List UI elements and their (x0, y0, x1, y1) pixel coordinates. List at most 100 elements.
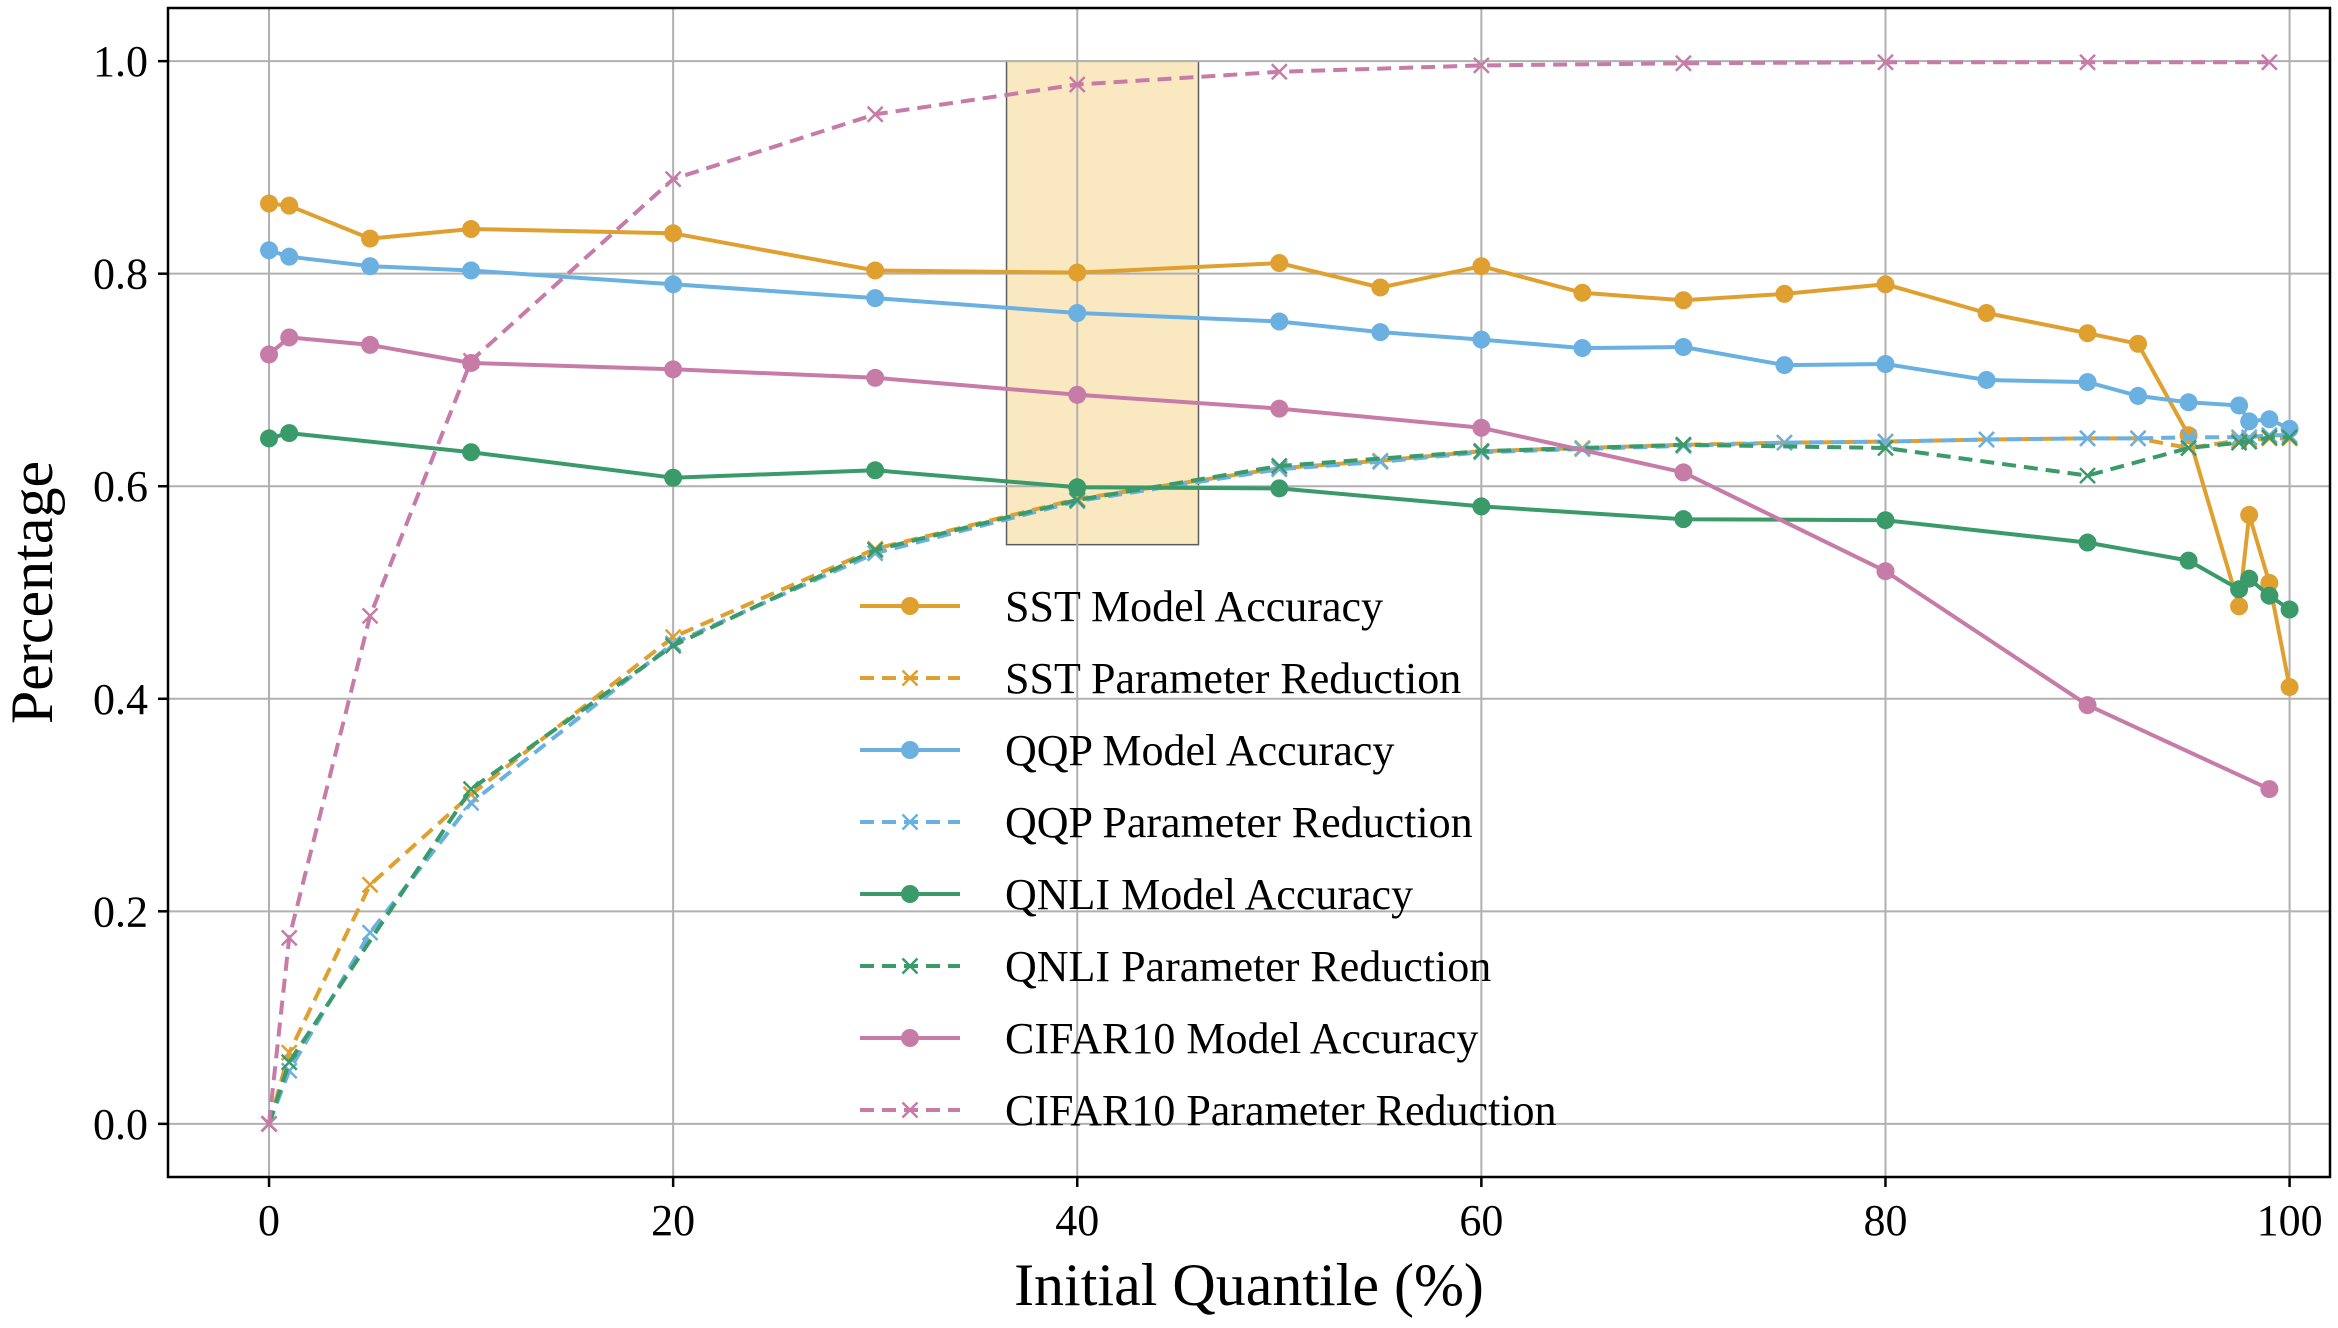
data-point (866, 289, 885, 308)
data-point (2260, 410, 2279, 429)
series-line (267, 435, 2290, 1125)
data-point (1674, 291, 1693, 310)
plot-frame (166, 6, 2332, 1179)
data-point (280, 247, 299, 266)
data-point (1977, 304, 1996, 323)
data-point (1068, 385, 1087, 404)
x-tick-label: 60 (1459, 1196, 1503, 1245)
data-point (1876, 355, 1895, 374)
data-point (2280, 600, 2299, 619)
x-tick-label: 80 (1863, 1196, 1907, 1245)
data-point (280, 1053, 298, 1071)
legend-label: QNLI Model Accuracy (1005, 870, 1413, 919)
legend-swatch-marker (901, 957, 919, 975)
series-sst-model-accuracy (260, 194, 2299, 697)
legend-item: QNLI Model Accuracy (860, 870, 1413, 919)
series-line (268, 248, 2291, 431)
data-point (2078, 324, 2097, 343)
y-tick-label: 0.4 (93, 675, 148, 724)
data-point (1270, 457, 1288, 475)
data-point (2260, 586, 2279, 605)
legend-label: SST Parameter Reduction (1005, 654, 1461, 703)
data-point (2260, 780, 2279, 799)
data-point (260, 429, 279, 448)
data-point (866, 105, 884, 123)
x-tick-label: 40 (1055, 1196, 1099, 1245)
data-point (462, 261, 481, 280)
tick-layer: 0 20 40 60 80 100 0.0 0.2 0.4 0.6 0.8 1.0 (93, 37, 2323, 1245)
data-point (361, 607, 379, 625)
legend-item: QNLI Parameter Reduction (860, 942, 1491, 991)
data-point (1675, 54, 1692, 72)
data-point (1674, 338, 1693, 357)
data-point (1270, 63, 1288, 81)
data-point (2260, 573, 2279, 592)
legend-label: QQP Model Accuracy (1005, 726, 1394, 775)
legend-swatch-marker (901, 597, 919, 615)
data-point (2280, 678, 2299, 697)
data-point (1068, 491, 1086, 509)
data-point (1068, 304, 1087, 323)
data-point (2179, 393, 2198, 412)
data-point (664, 275, 683, 294)
data-point (1270, 399, 1289, 418)
data-point (1877, 439, 1894, 457)
data-point (2240, 433, 2258, 450)
data-point (1270, 312, 1289, 331)
data-point (2230, 396, 2249, 415)
data-point (866, 368, 885, 387)
data-point (2079, 53, 2096, 71)
data-point (462, 780, 480, 798)
data-point (2129, 386, 2148, 405)
series-line (268, 201, 2292, 688)
data-point (2129, 430, 2147, 447)
x-tick-label: 100 (2257, 1196, 2323, 1245)
data-point (2240, 505, 2259, 524)
legend-label: CIFAR10 Model Accuracy (1005, 1014, 1478, 1063)
data-point (260, 241, 279, 260)
data-point (361, 335, 380, 354)
data-point (1775, 356, 1794, 375)
data-point (260, 1115, 278, 1133)
data-point (2240, 431, 2258, 448)
data-point (280, 424, 299, 443)
data-point (1371, 323, 1390, 342)
legend-label: CIFAR10 Parameter Reduction (1005, 1086, 1557, 1135)
highlight-region (1005, 60, 1200, 546)
series-cifar10-model-accuracy (260, 328, 2279, 799)
legend: SST Model Accuracy SST Parameter Reductio… (860, 582, 1557, 1135)
data-point (2260, 428, 2278, 446)
legend-swatch-marker (901, 1029, 919, 1047)
legend-item: QQP Model Accuracy (860, 726, 1394, 775)
data-point (1472, 257, 1491, 276)
data-point (2129, 334, 2148, 353)
data-point (361, 257, 380, 276)
legend-item: CIFAR10 Parameter Reduction (860, 1086, 1557, 1135)
y-tick-label: 1.0 (93, 37, 148, 86)
data-point (664, 360, 683, 379)
data-point (2281, 426, 2298, 444)
data-point (1977, 370, 1996, 389)
data-point (1674, 510, 1693, 529)
data-point (2180, 439, 2197, 457)
data-point (664, 170, 682, 188)
data-point (664, 468, 683, 487)
data-point (280, 196, 299, 215)
data-point (664, 224, 683, 243)
data-point (1472, 418, 1491, 437)
legend-swatch-marker (901, 885, 919, 903)
series-line (267, 433, 2290, 1125)
legend-swatch-marker (901, 741, 919, 759)
data-point (361, 924, 379, 941)
data-point (1876, 511, 1895, 530)
legend-label: QNLI Parameter Reduction (1005, 942, 1491, 991)
data-point (1068, 478, 1087, 497)
data-point (1876, 275, 1895, 294)
data-point (1472, 57, 1490, 74)
y-tick-label: 0.0 (93, 1100, 148, 1149)
legend-item: SST Model Accuracy (860, 582, 1383, 631)
data-point (462, 220, 481, 239)
data-point (2179, 426, 2198, 445)
data-point (2240, 412, 2259, 431)
data-point (1876, 562, 1895, 581)
